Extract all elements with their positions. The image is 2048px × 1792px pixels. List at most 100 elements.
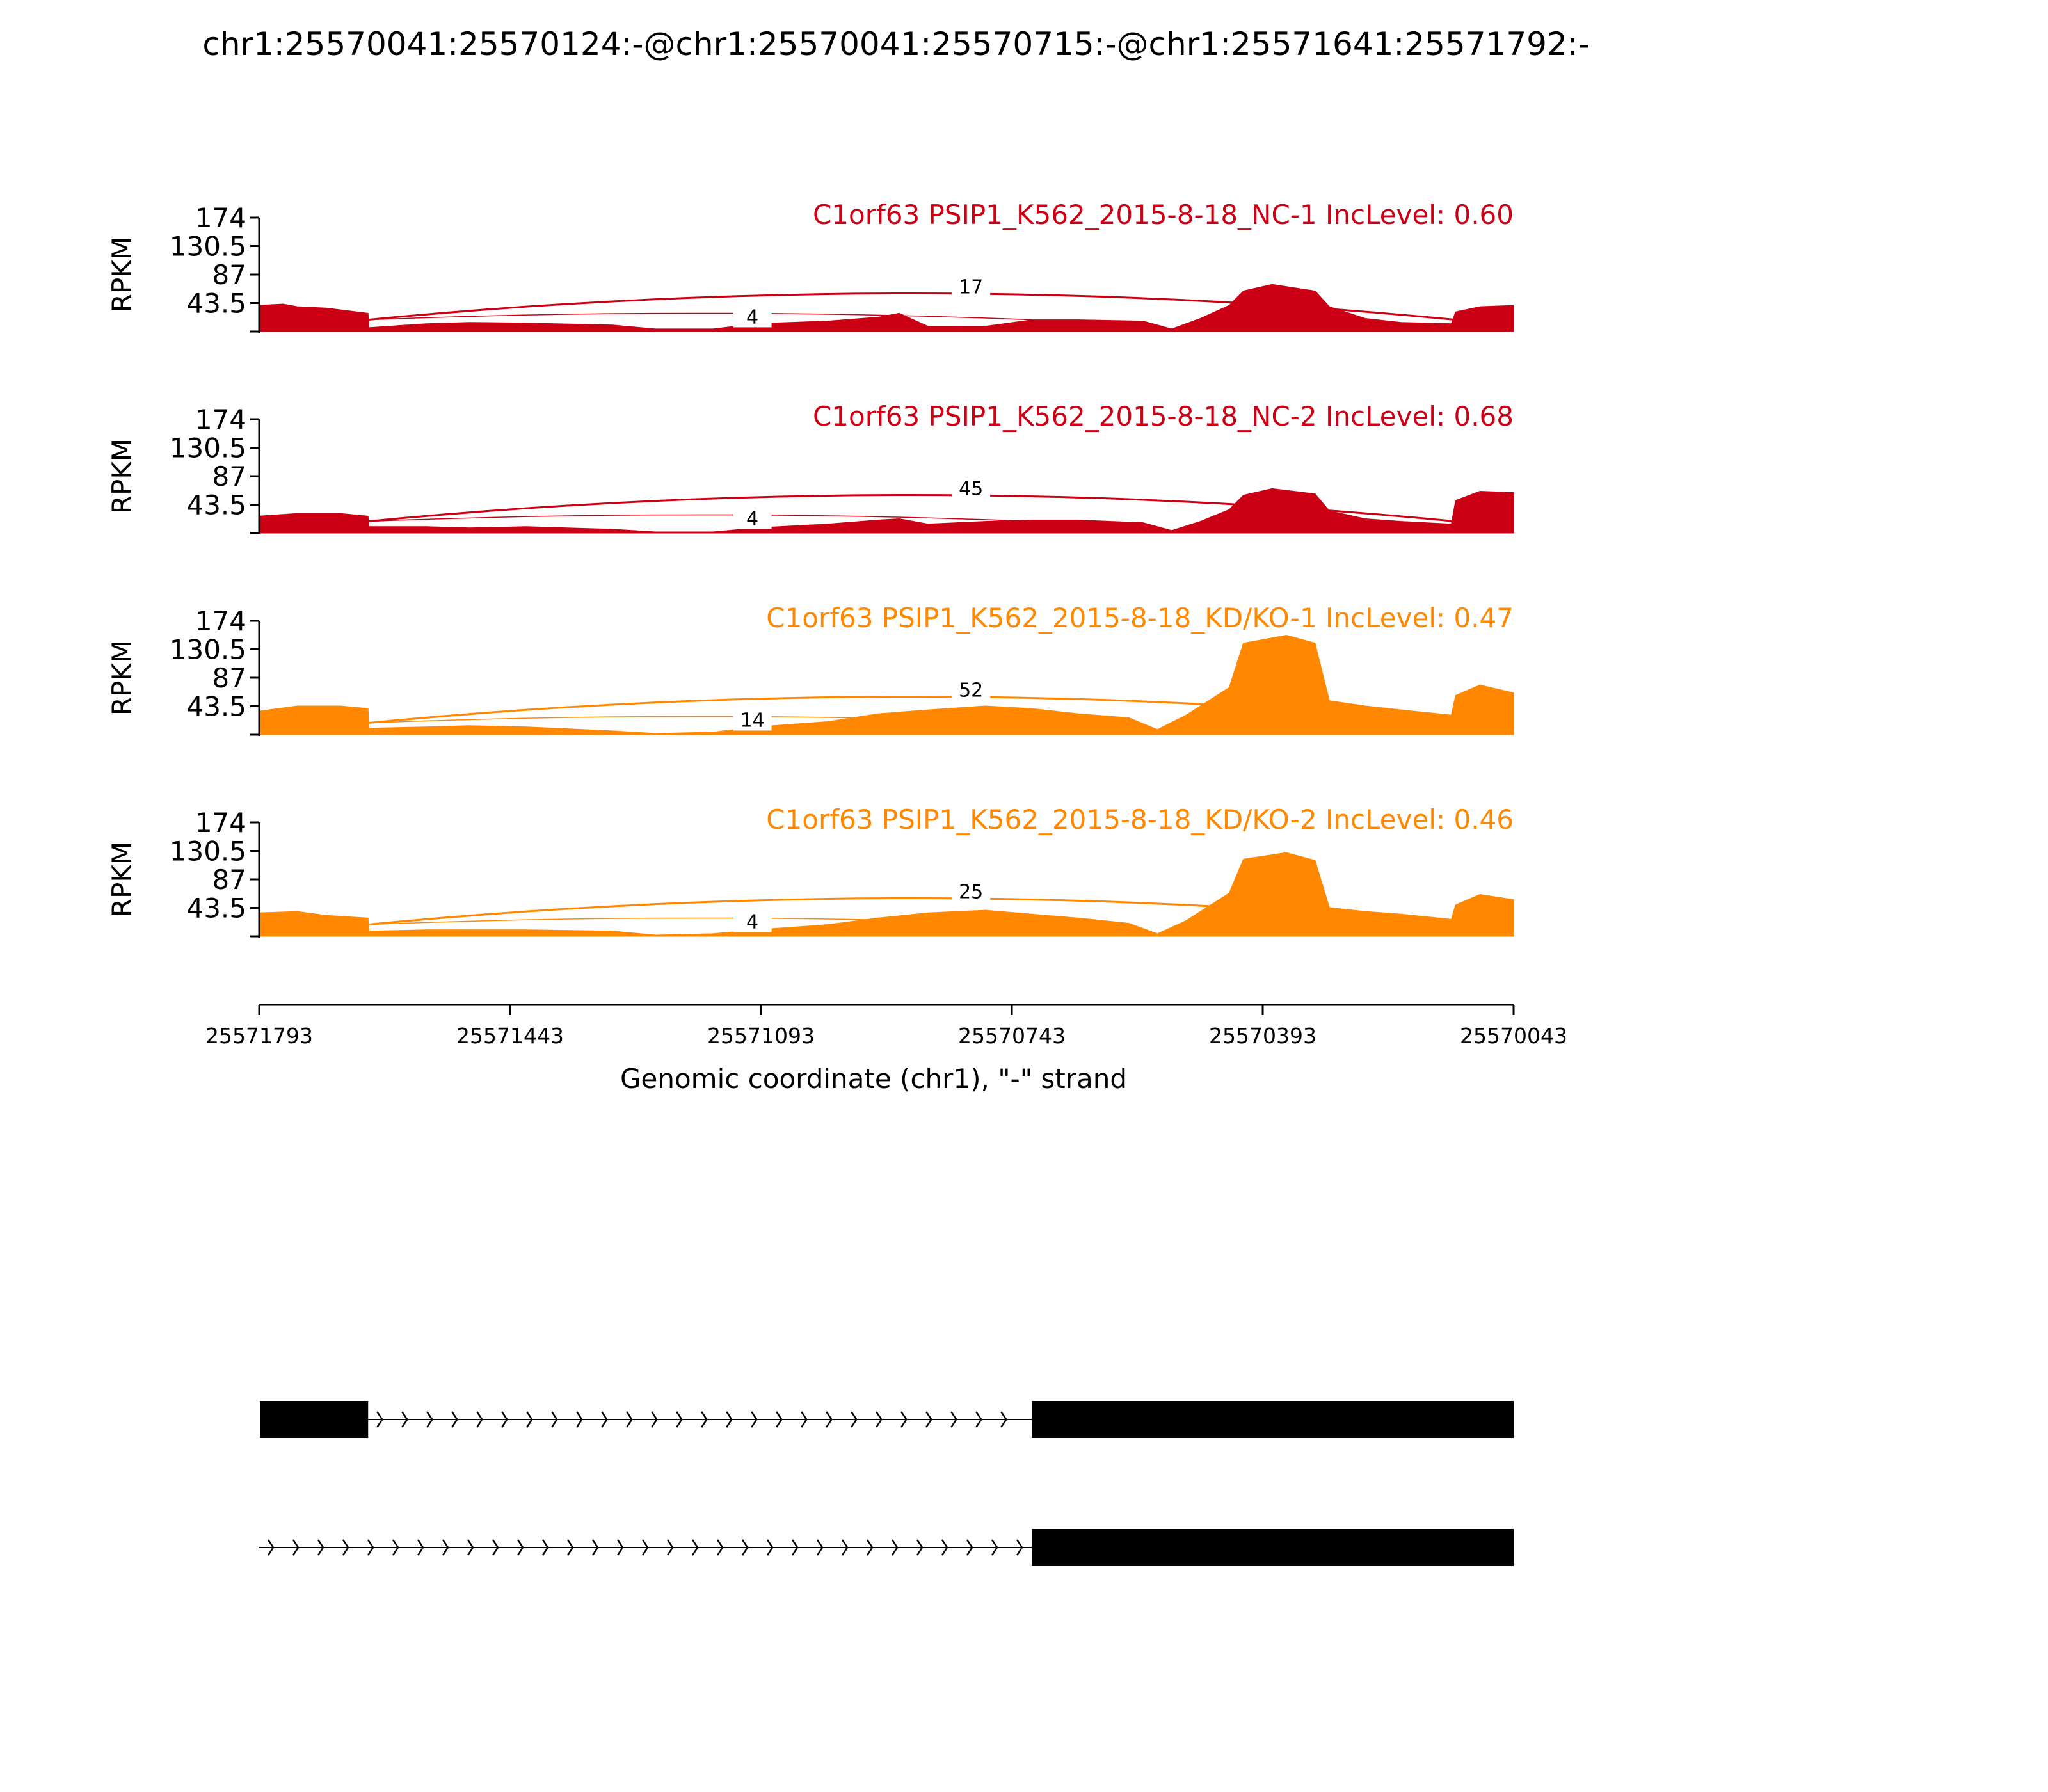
strand-chevron [816,1539,824,1556]
strand-chevron [492,1539,499,1556]
strand-chevron [991,1539,998,1556]
junction-count-label: 4 [746,306,758,328]
strand-chevron [376,1411,383,1428]
x-tick-label: 25570393 [1209,1023,1316,1048]
junction-arc [368,494,1456,523]
y-tick-label: 174 [195,404,246,435]
transcript-models [259,1401,1514,1566]
strand-chevron [616,1539,624,1556]
strand-chevron [501,1411,508,1428]
strand-chevron [691,1539,699,1556]
strand-chevron [975,1411,982,1428]
transcript-1 [260,1401,1514,1438]
strand-chevron [1000,1411,1007,1428]
junction-arc [368,514,1032,522]
junction-count-label: 4 [746,508,758,530]
strand-chevron [526,1411,533,1428]
junction-label-bg [952,678,991,701]
strand-chevron [426,1411,433,1428]
panel-title: C1orf63 PSIP1_K562_2015-8-18_KD/KO-1 Inc… [766,602,1514,634]
strand-chevron [666,1539,674,1556]
x-tick-label: 25571443 [456,1023,564,1048]
strand-chevron [367,1539,374,1556]
strand-chevron [776,1411,783,1428]
y-axis-title: RPKM [106,640,138,716]
panel-title: C1orf63 PSIP1_K562_2015-8-18_KD/KO-2 Inc… [766,804,1514,835]
strand-chevron [941,1539,948,1556]
y-tick-label: 87 [212,461,246,492]
strand-chevron [916,1539,924,1556]
strand-chevron [891,1539,899,1556]
y-tick-label: 43.5 [186,490,246,521]
junction-arc [368,696,1456,724]
junction-label-bg [952,275,991,298]
coverage-area [259,634,1514,735]
y-tick-label: 174 [195,202,246,234]
strand-chevron [900,1411,908,1428]
junction-count-label: 4 [746,911,758,933]
strand-chevron [442,1539,449,1556]
y-tick-label: 43.5 [186,288,246,319]
strand-chevron [516,1539,524,1556]
strand-chevron [801,1411,808,1428]
strand-chevron [342,1539,349,1556]
exon-block [260,1401,369,1438]
strand-chevron [966,1539,973,1556]
strand-chevron [716,1539,724,1556]
y-tick-label: 87 [212,864,246,895]
strand-chevron [601,1411,608,1428]
strand-chevron [751,1411,758,1428]
strand-chevron [576,1411,583,1428]
strand-chevron [417,1539,424,1556]
y-tick-label: 130.5 [170,836,246,867]
strand-chevron [841,1539,849,1556]
exon-block [1032,1529,1514,1566]
strand-chevron [726,1411,733,1428]
y-tick-label: 130.5 [170,231,246,262]
strand-chevron [626,1411,633,1428]
strand-chevron [467,1539,474,1556]
strand-chevron [651,1411,658,1428]
strand-chevron [292,1539,300,1556]
junction-label-bg [733,708,772,731]
junction-count-label: 17 [959,276,983,299]
junction-label-bg [733,910,772,932]
strand-chevron [851,1411,858,1428]
junction-label-bg [733,507,772,529]
y-axis-title: RPKM [106,438,138,514]
strand-chevron [591,1539,599,1556]
y-tick-label: 174 [195,605,246,637]
strand-chevron [641,1539,649,1556]
transcript-2 [259,1529,1514,1566]
strand-chevron [401,1411,408,1428]
panel-title: C1orf63 PSIP1_K562_2015-8-18_NC-2 IncLev… [813,401,1514,432]
strand-chevron [392,1539,399,1556]
y-tick-label: 87 [212,259,246,291]
junction-arc [368,716,1032,724]
junction-count-label: 52 [959,680,983,702]
x-axis-title: Genomic coordinate (chr1), "-" strand [620,1063,1127,1094]
strand-chevron [1016,1539,1023,1556]
strand-chevron [566,1539,574,1556]
x-axis: 25571793 25571443 25571093 25570743 25570393… [205,1004,1567,1094]
y-tick-label: 87 [212,662,246,694]
junction-label-bg [952,880,991,902]
strand-chevron [950,1411,957,1428]
x-tick-label: 25570043 [1460,1023,1567,1048]
y-axis-title: RPKM [106,842,138,917]
strand-chevron [766,1539,774,1556]
y-tick-label: 174 [195,807,246,838]
junction-label-bg [733,305,772,328]
x-tick-label: 25570743 [958,1023,1066,1048]
strand-chevron [476,1411,483,1428]
page-title: chr1:25570041:25570124:-@chr1:25570041:2… [202,26,1590,63]
y-tick-label: 43.5 [186,893,246,924]
x-tick-label: 25571093 [707,1023,815,1048]
panel-title: C1orf63 PSIP1_K562_2015-8-18_NC-1 IncLev… [813,199,1514,230]
y-axis-title: RPKM [106,237,138,312]
strand-chevron [826,1411,833,1428]
